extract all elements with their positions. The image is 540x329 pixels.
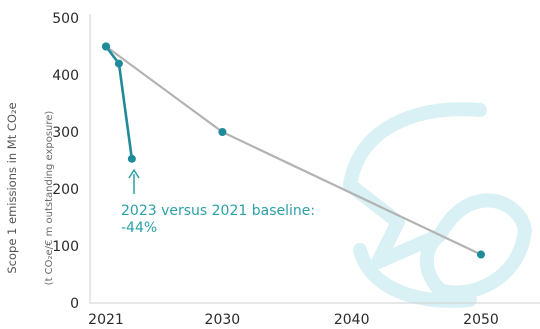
y-axis-label-secondary: (t CO₂e/€ m outstanding exposure) bbox=[44, 111, 55, 286]
x-tick-labels: 2021 2030 2040 2050 bbox=[88, 312, 499, 328]
x-tick-label: 2050 bbox=[463, 312, 499, 328]
actual-data-point bbox=[102, 42, 110, 51]
y-tick-label: 100 bbox=[52, 239, 79, 255]
y-tick-labels: 0 100 200 300 400 500 bbox=[52, 11, 79, 312]
y-tick-label: 400 bbox=[52, 68, 79, 84]
actual-data-point bbox=[127, 154, 136, 163]
y-tick-label: 500 bbox=[52, 11, 79, 27]
actual-data-point bbox=[114, 59, 123, 68]
y-axis-label: Scope 1 emissions in Mt CO₂e bbox=[5, 102, 19, 273]
series-group bbox=[102, 42, 485, 259]
x-tick-label: 2021 bbox=[88, 312, 124, 328]
x-tick-label: 2030 bbox=[205, 312, 241, 328]
y-tick-label: 300 bbox=[52, 125, 79, 141]
target-data-point bbox=[477, 250, 485, 259]
annotation-line1: 2023 versus 2021 baseline: bbox=[121, 203, 315, 219]
x-tick-label: 2040 bbox=[334, 312, 370, 328]
annotation-arrow-head bbox=[128, 168, 140, 179]
annotation-line2: -44% bbox=[121, 220, 157, 236]
target-series-line bbox=[105, 45, 482, 256]
y-tick-label: 0 bbox=[70, 296, 79, 312]
target-data-point bbox=[218, 128, 227, 136]
y-tick-label: 200 bbox=[52, 182, 79, 198]
